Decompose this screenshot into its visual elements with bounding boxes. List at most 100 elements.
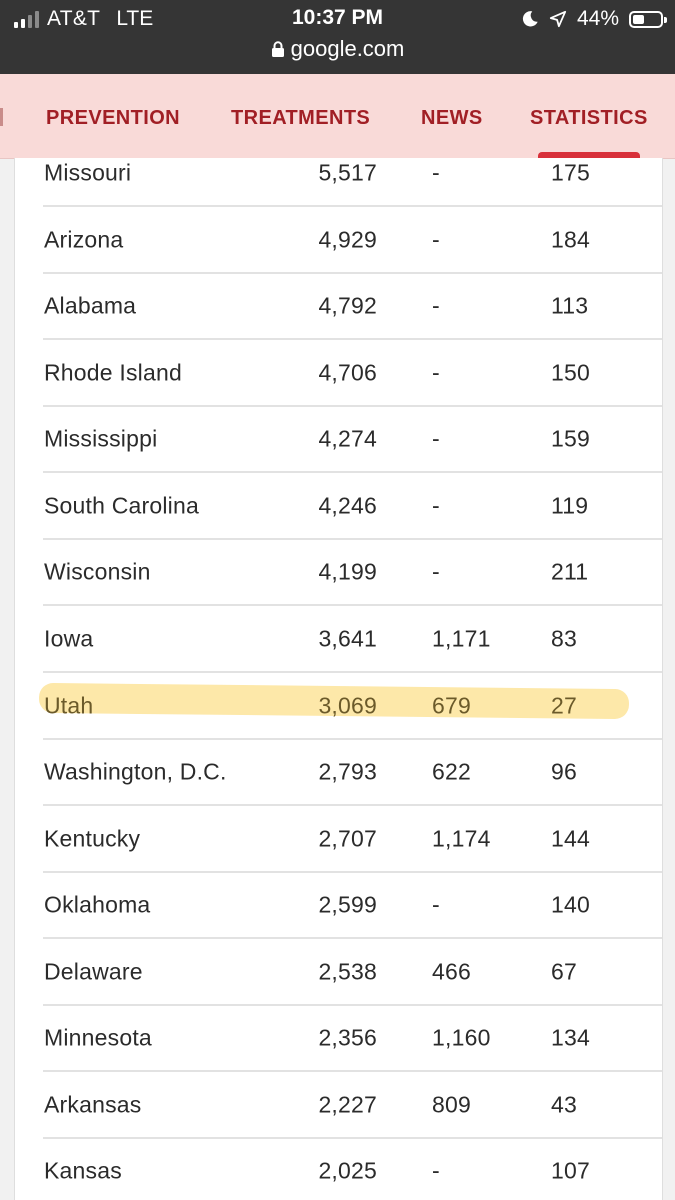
battery-percent: 44% bbox=[576, 7, 619, 30]
cases-value: 4,706 bbox=[318, 359, 377, 386]
table-row[interactable]: Missouri 5,517 - 175 bbox=[43, 158, 662, 207]
table-row[interactable]: Wisconsin 4,199 - 211 bbox=[43, 540, 662, 606]
deaths-value: 67 bbox=[551, 958, 577, 985]
state-name: Kansas bbox=[44, 1157, 122, 1184]
table-row[interactable]: Minnesota 2,356 1,160 134 bbox=[43, 1006, 662, 1072]
deaths-value: 113 bbox=[551, 292, 589, 319]
url-bar[interactable]: google.com bbox=[0, 36, 675, 62]
network-type: LTE bbox=[116, 7, 154, 30]
cases-value: 4,246 bbox=[318, 492, 377, 519]
deaths-value: 134 bbox=[551, 1024, 590, 1051]
tab-statistics[interactable]: STATISTICS bbox=[530, 74, 648, 158]
deaths-value: 184 bbox=[551, 226, 590, 253]
deaths-value: 43 bbox=[551, 1091, 577, 1118]
scroll-edge-indicator bbox=[0, 108, 3, 126]
tab-treatments[interactable]: TREATMENTS bbox=[231, 107, 371, 129]
deaths-value: 144 bbox=[551, 825, 590, 852]
state-name: Arizona bbox=[44, 226, 124, 253]
cases-value: 3,641 bbox=[318, 625, 377, 652]
cases-value: 2,025 bbox=[318, 1157, 377, 1184]
cases-value: 4,792 bbox=[318, 292, 377, 319]
state-name: Rhode Island bbox=[44, 359, 182, 386]
status-right: 44% bbox=[521, 6, 667, 32]
deaths-value: 83 bbox=[551, 625, 577, 652]
table-row-highlighted[interactable]: Utah 3,069 679 27 bbox=[43, 674, 662, 740]
recovered-value: - bbox=[432, 1157, 440, 1184]
deaths-value: 140 bbox=[551, 891, 590, 918]
state-name: Mississippi bbox=[44, 425, 158, 452]
clock: 10:37 PM bbox=[291, 6, 384, 29]
recovered-value: - bbox=[432, 359, 440, 386]
battery-fill bbox=[633, 14, 644, 24]
state-name: Delaware bbox=[44, 958, 143, 985]
table-row[interactable]: Kansas 2,025 - 107 bbox=[43, 1139, 662, 1200]
recovered-value: - bbox=[432, 891, 440, 918]
deaths-value: 159 bbox=[551, 425, 590, 452]
tab-news[interactable]: NEWS bbox=[421, 107, 483, 129]
cases-value: 4,274 bbox=[318, 425, 377, 452]
table-row[interactable]: Washington, D.C. 2,793 622 96 bbox=[43, 740, 662, 806]
signal-icon bbox=[14, 10, 39, 28]
recovered-value: 1,171 bbox=[432, 625, 491, 652]
cases-value: 4,929 bbox=[318, 226, 377, 253]
moon-icon bbox=[522, 11, 538, 27]
battery-icon bbox=[629, 10, 667, 28]
state-name: Oklahoma bbox=[44, 891, 151, 918]
recovered-value: - bbox=[432, 492, 440, 519]
table-row[interactable]: Delaware 2,538 466 67 bbox=[43, 940, 662, 1006]
deaths-value: 211 bbox=[551, 558, 589, 585]
deaths-value: 107 bbox=[551, 1157, 590, 1184]
recovered-value: - bbox=[432, 226, 440, 253]
cases-value: 2,707 bbox=[318, 825, 377, 852]
state-name: Utah bbox=[44, 692, 94, 719]
cases-value: 2,538 bbox=[318, 958, 377, 985]
state-name: Washington, D.C. bbox=[44, 758, 227, 785]
recovered-value: - bbox=[432, 292, 440, 319]
table-row[interactable]: Rhode Island 4,706 - 150 bbox=[43, 341, 662, 407]
cases-value: 2,356 bbox=[318, 1024, 377, 1051]
recovered-value: 466 bbox=[432, 958, 471, 985]
deaths-value: 175 bbox=[551, 159, 590, 186]
cases-value: 4,199 bbox=[318, 558, 377, 585]
state-name: Arkansas bbox=[44, 1091, 142, 1118]
cases-value: 2,793 bbox=[318, 758, 377, 785]
table-row[interactable]: Arizona 4,929 - 184 bbox=[43, 208, 662, 274]
state-name: Iowa bbox=[44, 625, 94, 652]
table-row[interactable]: Oklahoma 2,599 - 140 bbox=[43, 873, 662, 939]
state-name: Wisconsin bbox=[44, 558, 151, 585]
recovered-value: - bbox=[432, 558, 440, 585]
cases-value: 3,069 bbox=[318, 692, 377, 719]
state-name: Alabama bbox=[44, 292, 137, 319]
carrier-name: AT&T bbox=[47, 7, 101, 30]
table-row[interactable]: Iowa 3,641 1,171 83 bbox=[43, 607, 662, 673]
cases-value: 2,227 bbox=[318, 1091, 377, 1118]
table-row[interactable]: South Carolina 4,246 - 119 bbox=[43, 474, 662, 540]
state-name: South Carolina bbox=[44, 492, 199, 519]
deaths-value: 150 bbox=[551, 359, 590, 386]
state-name: Kentucky bbox=[44, 825, 141, 852]
table-row[interactable]: Arkansas 2,227 809 43 bbox=[43, 1073, 662, 1139]
recovered-value: - bbox=[432, 425, 440, 452]
nav-tabs-bar: PREVENTION TREATMENTS NEWS STATISTICS bbox=[0, 74, 675, 159]
table-row[interactable]: Mississippi 4,274 - 159 bbox=[43, 407, 662, 473]
tab-prevention[interactable]: PREVENTION bbox=[46, 107, 181, 129]
deaths-value: 27 bbox=[551, 692, 577, 719]
location-arrow-icon bbox=[549, 10, 567, 28]
recovered-value: - bbox=[432, 159, 440, 186]
table-row[interactable]: Kentucky 2,707 1,174 144 bbox=[43, 807, 662, 873]
recovered-value: 622 bbox=[432, 758, 471, 785]
recovered-value: 1,174 bbox=[432, 825, 491, 852]
recovered-value: 679 bbox=[432, 692, 471, 719]
cases-value: 2,599 bbox=[318, 891, 377, 918]
cases-value: 5,517 bbox=[318, 159, 377, 186]
url-text: google.com bbox=[290, 36, 405, 61]
statistics-table: Missouri 5,517 - 175 Arizona 4,929 - 184… bbox=[14, 158, 663, 1200]
state-name: Minnesota bbox=[44, 1024, 152, 1051]
status-bar: AT&T LTE 10:37 PM 44% google.com bbox=[0, 0, 675, 74]
recovered-value: 809 bbox=[432, 1091, 471, 1118]
status-left: AT&T LTE bbox=[14, 6, 153, 32]
lock-icon bbox=[271, 41, 284, 57]
deaths-value: 96 bbox=[551, 758, 577, 785]
table-row[interactable]: Alabama 4,792 - 113 bbox=[43, 274, 662, 340]
state-name: Missouri bbox=[44, 159, 132, 186]
